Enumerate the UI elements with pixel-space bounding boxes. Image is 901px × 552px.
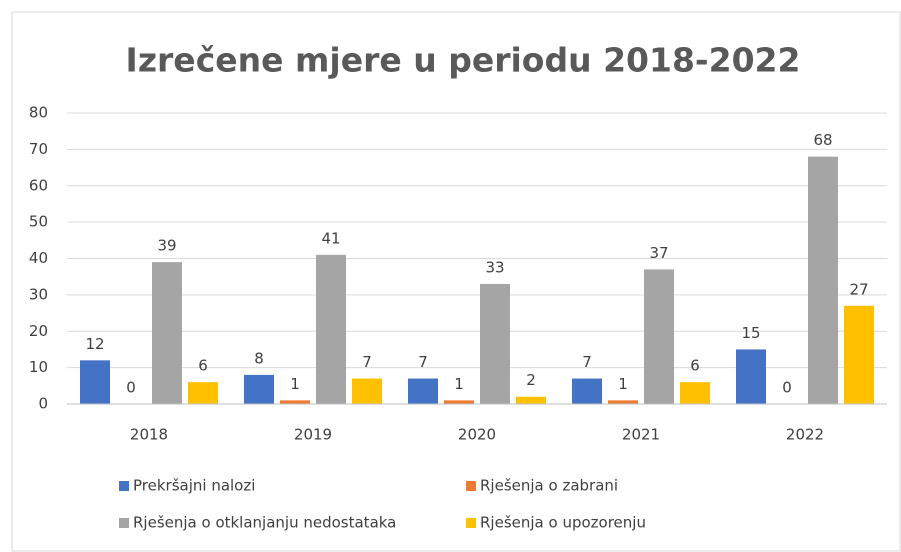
y-tick-label: 10 [29,358,48,376]
data-label: 33 [485,258,504,276]
data-label: 0 [126,379,136,397]
data-label: 1 [618,375,628,393]
y-tick-label: 30 [29,285,48,303]
y-tick-label: 20 [29,322,48,340]
bar [516,396,546,404]
legend-swatch [466,481,476,491]
bar [80,360,110,404]
bar [644,269,674,404]
data-label: 6 [198,357,208,375]
data-label: 2 [526,371,536,389]
chart-title: Izrečene mjere u periodu 2018-2022 [126,41,801,80]
data-label: 41 [321,229,340,247]
data-label: 37 [649,244,668,262]
data-label: 0 [782,379,792,397]
data-label: 27 [849,280,868,298]
bar [736,349,766,404]
y-tick-label: 40 [29,249,48,267]
data-label: 6 [690,357,700,375]
x-tick-label: 2018 [130,426,168,444]
data-label: 8 [254,349,264,367]
bar [844,305,874,404]
legend-label: Rješenja o zabrani [480,477,618,495]
data-label: 7 [362,353,372,371]
legend-label: Rješenja o otklanjanju nedostataka [133,514,396,532]
y-tick-label: 50 [29,213,48,231]
bar [572,378,602,404]
y-tick-label: 0 [38,395,48,413]
data-label: 1 [290,375,300,393]
y-tick-label: 70 [29,140,48,158]
bar [608,400,638,404]
data-label: 39 [157,237,176,255]
data-label: 15 [741,324,760,342]
bar [316,254,346,404]
legend-label: Prekršajni nalozi [133,477,255,495]
x-tick-label: 2022 [786,426,824,444]
legend-swatch [466,518,476,528]
x-tick-label: 2020 [458,426,496,444]
data-label: 1 [454,375,464,393]
bar [408,378,438,404]
bar [808,156,838,404]
bar [280,400,310,404]
data-label: 7 [418,353,428,371]
y-tick-label: 60 [29,176,48,194]
bar [188,382,218,404]
chart-frame [11,11,901,552]
bar [244,374,274,404]
bar [480,283,510,404]
legend-label: Rješenja o upozorenju [480,514,646,532]
x-tick-label: 2021 [622,426,660,444]
data-label: 68 [813,131,832,149]
bar [444,400,474,404]
data-label: 12 [85,335,104,353]
bar [152,262,182,404]
data-label: 7 [582,353,592,371]
bar [352,378,382,404]
bar [680,382,710,404]
legend-swatch [119,481,129,491]
y-tick-label: 80 [29,104,48,122]
x-tick-label: 2019 [294,426,332,444]
legend-swatch [119,518,129,528]
